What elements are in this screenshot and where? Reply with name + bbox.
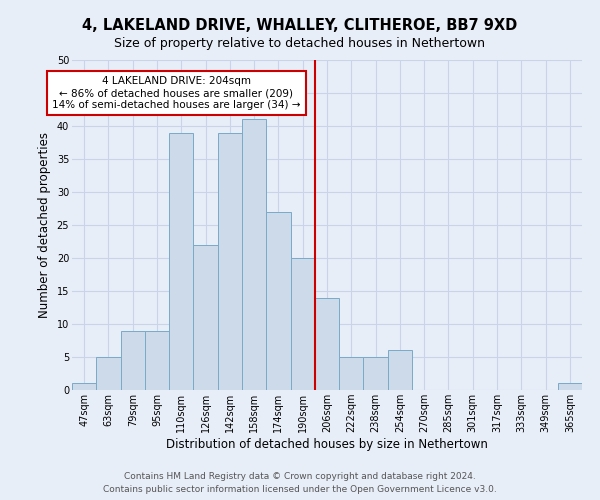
Text: Contains HM Land Registry data © Crown copyright and database right 2024.
Contai: Contains HM Land Registry data © Crown c… [103, 472, 497, 494]
Bar [315, 298, 339, 390]
Bar [266, 212, 290, 390]
Text: Size of property relative to detached houses in Nethertown: Size of property relative to detached ho… [115, 38, 485, 51]
Bar [339, 357, 364, 390]
Bar [72, 384, 96, 390]
Bar [558, 384, 582, 390]
Bar [218, 132, 242, 390]
Text: 4, LAKELAND DRIVE, WHALLEY, CLITHEROE, BB7 9XD: 4, LAKELAND DRIVE, WHALLEY, CLITHEROE, B… [82, 18, 518, 32]
X-axis label: Distribution of detached houses by size in Nethertown: Distribution of detached houses by size … [166, 438, 488, 451]
Bar [96, 357, 121, 390]
Bar [145, 330, 169, 390]
Bar [193, 245, 218, 390]
Y-axis label: Number of detached properties: Number of detached properties [38, 132, 51, 318]
Bar [388, 350, 412, 390]
Bar [364, 357, 388, 390]
Text: 4 LAKELAND DRIVE: 204sqm
← 86% of detached houses are smaller (209)
14% of semi-: 4 LAKELAND DRIVE: 204sqm ← 86% of detach… [52, 76, 301, 110]
Bar [290, 258, 315, 390]
Bar [169, 132, 193, 390]
Bar [121, 330, 145, 390]
Bar [242, 120, 266, 390]
